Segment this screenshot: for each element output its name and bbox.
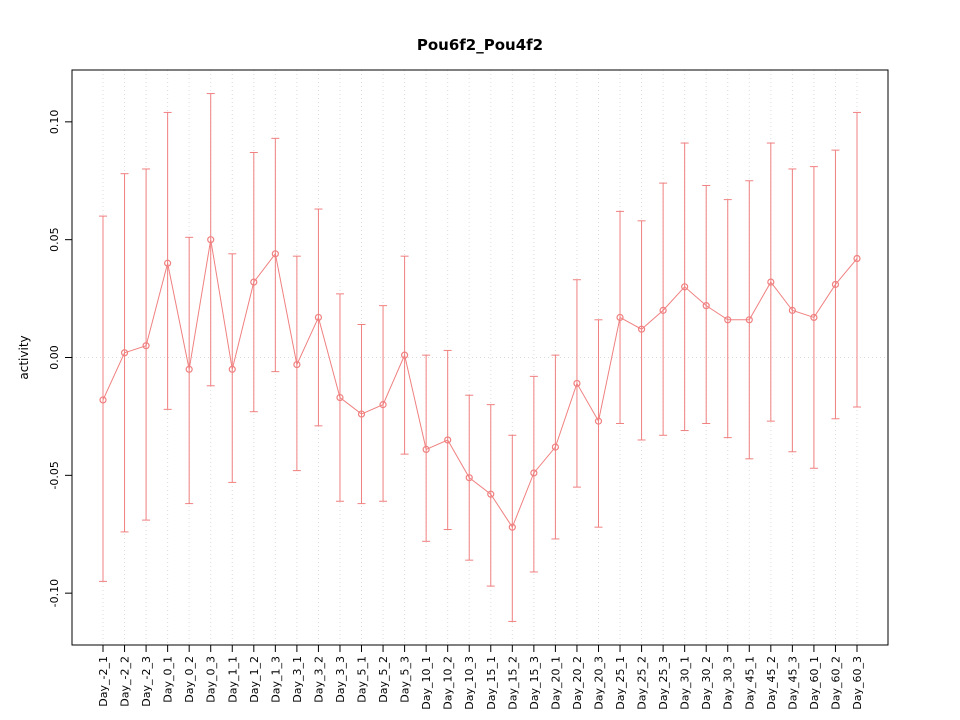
x-tick-label: Day_15_2 (506, 656, 519, 710)
x-tick-label: Day_60_1 (808, 656, 821, 710)
data-point (207, 236, 215, 244)
x-tick-label: Day_15_1 (485, 656, 498, 710)
series-line (102, 239, 858, 529)
x-tick-label: Day_30_3 (722, 656, 735, 710)
data-point (357, 410, 366, 418)
y-axis-label: activity (17, 335, 31, 379)
x-tick-label: Day_20_3 (592, 656, 605, 710)
data-point (142, 342, 150, 350)
data-point (702, 302, 710, 310)
x-tick-label: Day_10_2 (442, 656, 455, 710)
x-tick-label: Day_5_3 (399, 656, 412, 703)
data-point (120, 349, 129, 357)
x-tick-label: Day_25_1 (614, 656, 627, 710)
x-tick-label: Day_60_3 (851, 656, 864, 710)
data-point (659, 306, 667, 314)
data-point (637, 325, 646, 333)
data-point (422, 445, 430, 454)
x-tick-label: Day_1_2 (248, 656, 261, 703)
data-point (271, 250, 279, 258)
data-point (228, 365, 236, 373)
x-tick-label: Day_20_2 (571, 656, 584, 710)
x-tick-label: Day_3_2 (312, 656, 325, 703)
data-point (508, 523, 516, 531)
y-tick-label: -0.05 (48, 461, 61, 489)
data-point (444, 436, 452, 444)
data-point (594, 417, 603, 425)
x-tick-label: Day_0_3 (205, 656, 218, 703)
data-point (616, 313, 624, 322)
x-tick-label: Day_-2_3 (140, 656, 153, 707)
data-point (314, 313, 323, 322)
x-tick-label: Day_0_2 (183, 656, 196, 703)
chart-title: Pou6f2_Pou4f2 (416, 36, 544, 54)
x-tick-label: Day_60_2 (829, 656, 842, 710)
x-tick-label: Day_5_1 (356, 656, 369, 703)
data-point (681, 283, 689, 291)
data-point (99, 396, 107, 404)
x-tick-label: Day_-2_1 (97, 656, 110, 707)
data-point (250, 278, 258, 286)
x-tick-label: Day_30_1 (679, 656, 692, 710)
data-point (487, 490, 495, 498)
data-point (788, 306, 796, 314)
data-point (573, 379, 581, 388)
data-point (164, 259, 172, 267)
x-tick-label: Day_25_2 (636, 656, 649, 710)
y-tick-label: -0.10 (48, 579, 61, 607)
data-point (724, 316, 732, 324)
data-point (853, 254, 861, 263)
data-point (465, 474, 473, 482)
y-tick-label: 0.05 (48, 227, 61, 252)
x-tick-label: Day_10_3 (463, 656, 476, 710)
x-tick-label: Day_1_1 (226, 656, 239, 703)
x-tick-label: Day_3_3 (334, 656, 347, 703)
x-tick-label: Day_5_2 (377, 656, 390, 703)
x-tick-label: Day_45_3 (786, 656, 799, 710)
x-tick-label: Day_3_1 (291, 656, 304, 703)
x-tick-label: Day_25_3 (657, 656, 670, 710)
x-tick-label: Day_0_1 (162, 656, 175, 703)
data-point (745, 316, 753, 324)
data-point (551, 443, 560, 451)
data-point (185, 365, 193, 373)
x-tick-label: Day_20_1 (549, 656, 562, 710)
data-point (530, 469, 538, 477)
x-tick-label: Day_10_1 (420, 656, 433, 710)
data-point (379, 401, 387, 409)
data-point (401, 351, 409, 359)
x-tick-label: Day_45_2 (765, 656, 778, 710)
y-tick-label: 0.10 (48, 110, 61, 135)
x-tick-label: Day_1_3 (269, 656, 282, 703)
x-tick-label: Day_30_2 (700, 656, 713, 710)
x-tick-label: Day_-2_2 (119, 656, 132, 707)
data-point (336, 393, 344, 402)
data-point (767, 278, 775, 286)
y-tick-label: 0.00 (48, 345, 61, 370)
data-point (810, 313, 818, 322)
data-point (293, 360, 301, 369)
data-point (831, 280, 840, 289)
x-tick-label: Day_45_1 (743, 656, 756, 710)
x-tick-label: Day_15_3 (528, 656, 541, 710)
